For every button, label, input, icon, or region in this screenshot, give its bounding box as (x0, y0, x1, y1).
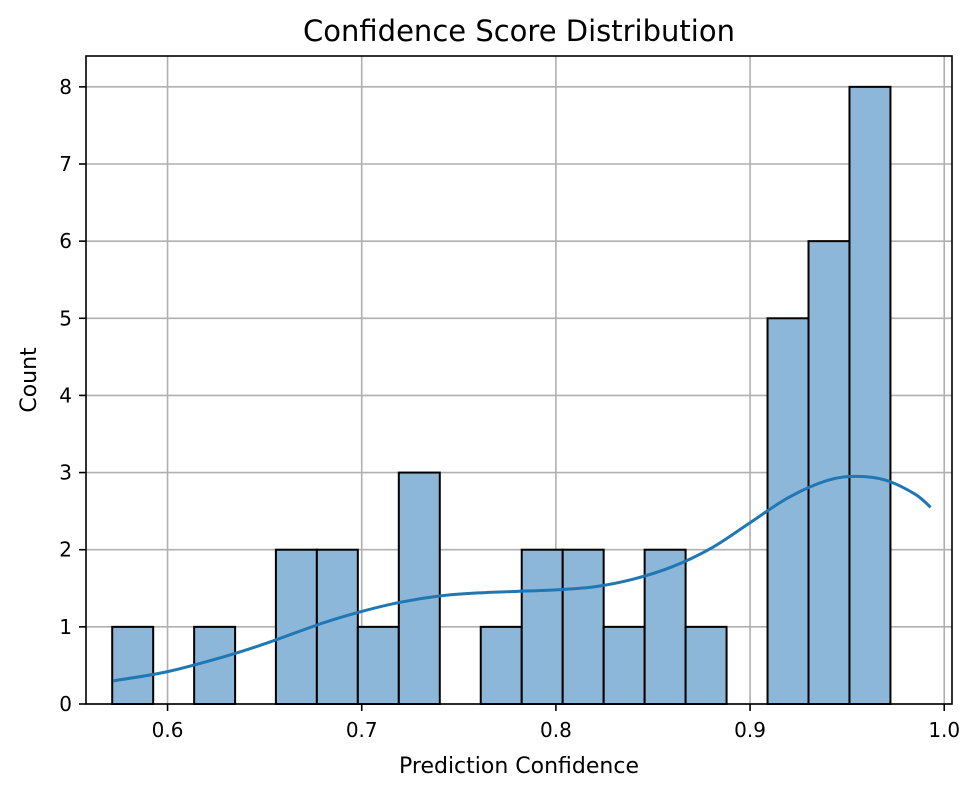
plot-frame (85, 55, 953, 705)
histogram-bar (397, 471, 441, 706)
histogram-bar (684, 625, 728, 705)
y-tick-label: 6 (59, 229, 72, 253)
x-tick-label: 0.9 (734, 718, 766, 742)
y-tick-label: 7 (59, 152, 72, 176)
x-axis: 0.6 0.7 0.8 0.9 1.0 (152, 704, 960, 742)
y-axis: 0 1 2 3 4 5 6 7 8 (59, 75, 86, 716)
y-tick-label: 4 (59, 383, 72, 407)
histogram-bar (561, 548, 605, 706)
chart-title: Confidence Score Distribution (303, 14, 735, 48)
y-tick-label: 1 (59, 615, 72, 639)
y-tick-label: 8 (59, 75, 72, 99)
histogram-bar (356, 625, 400, 705)
y-tick-label: 3 (59, 461, 72, 485)
x-tick-label: 0.6 (152, 718, 184, 742)
histogram-bar (520, 548, 564, 706)
y-tick-label: 2 (59, 538, 72, 562)
x-axis-label: Prediction Confidence (399, 754, 639, 779)
histogram-bar (193, 625, 237, 705)
y-axis-label: Count (17, 347, 42, 413)
histogram-bar (766, 317, 810, 705)
x-tick-label: 1.0 (928, 718, 960, 742)
histogram-bar (848, 85, 892, 706)
histogram-bar (315, 548, 359, 706)
kde-curve (112, 474, 932, 683)
x-tick-label: 0.8 (540, 718, 572, 742)
histogram-bar (479, 625, 523, 705)
y-tick-label: 0 (59, 692, 72, 716)
x-tick-label: 0.7 (346, 718, 378, 742)
y-tick-label: 5 (59, 306, 72, 330)
histogram-bar (602, 625, 646, 705)
histogram-bar (807, 240, 851, 705)
histogram-bar (111, 625, 155, 705)
